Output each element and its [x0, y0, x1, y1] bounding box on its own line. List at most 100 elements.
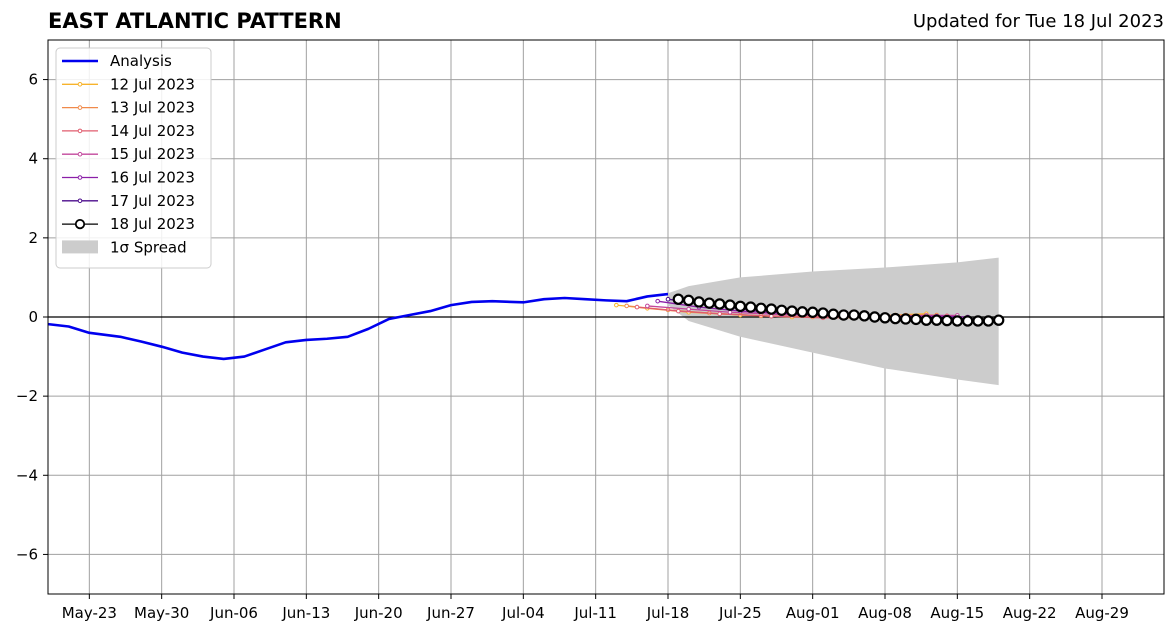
data-point	[972, 315, 984, 327]
legend-entry: 17 Jul 2023	[62, 192, 195, 210]
data-point	[717, 311, 722, 317]
data-point	[879, 312, 891, 324]
data-point	[727, 309, 733, 315]
data-point	[848, 309, 860, 321]
x-tick-label: May-23	[62, 604, 117, 622]
data-point	[634, 304, 640, 310]
x-tick-label: Jul-04	[501, 604, 545, 622]
legend-label: 12 Jul 2023	[110, 75, 195, 93]
x-tick-label: Aug-15	[930, 604, 984, 622]
legend-marker	[77, 151, 83, 157]
legend-marker	[77, 82, 83, 87]
data-point	[806, 306, 819, 318]
data-point	[889, 312, 902, 325]
legend-entry: 12 Jul 2023	[62, 75, 195, 93]
data-point	[982, 315, 995, 327]
analysis-line	[47, 292, 669, 361]
legend-marker	[77, 198, 83, 204]
data-point	[796, 306, 809, 318]
data-point	[775, 304, 788, 316]
x-tick-label: Jun-13	[281, 604, 330, 622]
data-point	[765, 303, 778, 315]
data-point	[817, 307, 829, 319]
data-point	[910, 313, 922, 326]
y-tick-label: −2	[16, 387, 38, 405]
legend-entry: 1σ Spread	[62, 238, 187, 256]
data-point	[734, 300, 747, 313]
data-point	[858, 310, 871, 322]
x-tick-label: Aug-01	[786, 604, 840, 622]
legend-box	[55, 47, 212, 269]
legend-marker	[74, 219, 86, 230]
legend: Analysis 12 Jul 2023 13 Jul 2023 14 Jul 202…	[55, 47, 212, 269]
x-tick-label: Jun-20	[354, 604, 403, 622]
data-point	[837, 309, 850, 321]
series-18-jul-2023	[672, 293, 1005, 327]
data-point	[672, 293, 685, 305]
chart-title: EAST ATLANTIC PATTERN	[48, 9, 342, 33]
legend-entry: 14 Jul 2023	[62, 122, 195, 140]
data-point	[786, 305, 798, 317]
data-point	[655, 298, 660, 304]
legend-marker	[77, 175, 83, 180]
data-point	[686, 306, 691, 312]
legend-label: 13 Jul 2023	[110, 99, 195, 117]
x-tick-label: Jun-06	[209, 604, 258, 622]
data-point	[868, 311, 881, 323]
data-point	[665, 296, 671, 302]
data-point	[930, 314, 943, 326]
legend-label: 15 Jul 2023	[110, 145, 195, 163]
data-point	[744, 301, 757, 313]
legend-label: 17 Jul 2023	[110, 192, 195, 210]
y-tick-label: −4	[16, 466, 38, 484]
data-point	[614, 302, 619, 308]
data-point	[951, 315, 964, 327]
x-tick-label: Jul-25	[718, 604, 762, 622]
data-point	[676, 308, 681, 314]
legend-label: 14 Jul 2023	[110, 122, 195, 140]
series-layer	[47, 292, 1005, 361]
legend-swatch	[62, 240, 98, 254]
spread-band	[668, 257, 999, 386]
x-tick-label: Jul-18	[646, 604, 690, 622]
legend-entry: 13 Jul 2023	[62, 99, 195, 117]
data-point	[693, 296, 705, 308]
tick-labels: May-23 May-30 Jun-06 Jun-13 Jun-20 Jun-27 Jul-…	[16, 71, 1129, 622]
y-tick-label: 4	[28, 150, 38, 168]
x-tick-label: Jul-11	[573, 604, 617, 622]
spread-area	[668, 257, 999, 386]
data-point	[624, 303, 629, 309]
y-tick-label: 2	[28, 229, 38, 247]
data-point	[961, 315, 974, 327]
data-point	[941, 314, 953, 327]
data-point	[899, 313, 912, 325]
x-tick-label: Jun-27	[426, 604, 475, 622]
x-tick-label: May-30	[134, 604, 189, 622]
x-tick-label: Aug-22	[1003, 604, 1057, 622]
legend-marker	[77, 128, 83, 134]
legend-entry: 18 Jul 2023	[62, 215, 195, 233]
y-tick-label: 6	[28, 71, 38, 89]
data-point	[724, 299, 736, 311]
data-point	[769, 313, 774, 319]
legend-entry: Analysis	[62, 52, 172, 70]
legend-entry: 16 Jul 2023	[62, 169, 195, 187]
y-tick-label: −6	[16, 545, 38, 563]
x-tick-label: Aug-08	[858, 604, 912, 622]
data-point	[755, 302, 767, 314]
x-tick-label: Aug-29	[1075, 604, 1129, 622]
legend-label: 1σ Spread	[110, 238, 187, 256]
legend-label: Analysis	[110, 52, 172, 70]
data-point	[713, 298, 726, 310]
legend-label: 18 Jul 2023	[110, 215, 195, 233]
legend-marker	[77, 105, 83, 110]
updated-date: Updated for Tue 18 Jul 2023	[912, 11, 1164, 32]
legend-label: 16 Jul 2023	[110, 169, 195, 187]
legend-entry: 15 Jul 2023	[62, 145, 195, 163]
data-point	[682, 294, 695, 307]
y-tick-label: 0	[28, 308, 38, 326]
data-point	[703, 297, 716, 309]
data-point	[827, 308, 840, 320]
data-point	[920, 314, 933, 326]
